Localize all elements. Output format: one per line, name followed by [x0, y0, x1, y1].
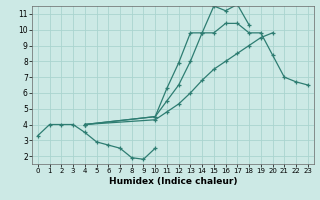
X-axis label: Humidex (Indice chaleur): Humidex (Indice chaleur)	[108, 177, 237, 186]
